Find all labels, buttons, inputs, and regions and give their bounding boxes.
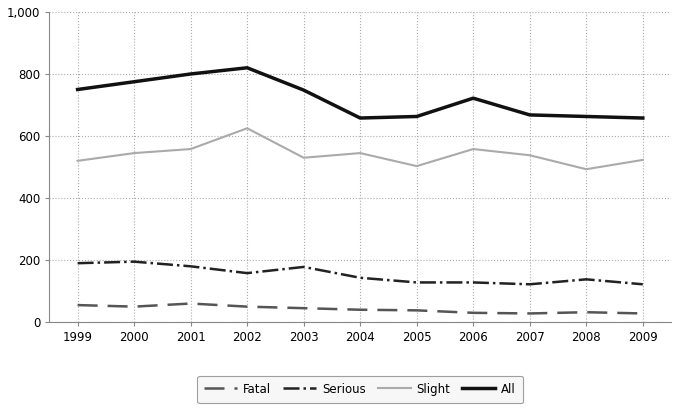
Line: Serious: Serious bbox=[77, 262, 643, 284]
Serious bbox=[582, 277, 591, 282]
Serious bbox=[243, 271, 252, 275]
Serious bbox=[130, 259, 138, 264]
Serious bbox=[639, 282, 647, 287]
All bbox=[525, 112, 534, 117]
Fatal bbox=[413, 308, 421, 313]
Slight bbox=[413, 164, 421, 169]
Serious bbox=[469, 280, 477, 285]
All bbox=[356, 116, 364, 121]
Slight bbox=[243, 126, 252, 131]
All bbox=[469, 96, 477, 101]
Slight bbox=[469, 147, 477, 152]
Fatal bbox=[243, 304, 252, 309]
Serious bbox=[356, 275, 364, 280]
Fatal bbox=[130, 304, 138, 309]
Serious bbox=[300, 264, 308, 269]
Slight bbox=[525, 153, 534, 158]
Serious bbox=[73, 261, 81, 266]
Fatal bbox=[300, 306, 308, 311]
Legend: Fatal, Serious, Slight, All: Fatal, Serious, Slight, All bbox=[197, 376, 523, 403]
All bbox=[639, 116, 647, 121]
All bbox=[186, 71, 195, 76]
Line: All: All bbox=[77, 68, 643, 118]
Slight bbox=[73, 158, 81, 163]
All bbox=[413, 114, 421, 119]
All bbox=[130, 79, 138, 84]
All bbox=[243, 65, 252, 70]
Fatal bbox=[356, 307, 364, 312]
Slight bbox=[639, 157, 647, 162]
Fatal bbox=[73, 303, 81, 308]
Slight bbox=[130, 151, 138, 156]
All bbox=[582, 114, 591, 119]
Fatal bbox=[469, 310, 477, 315]
Fatal bbox=[582, 310, 591, 315]
Slight bbox=[356, 151, 364, 156]
Serious bbox=[413, 280, 421, 285]
All bbox=[300, 88, 308, 93]
Fatal bbox=[639, 311, 647, 316]
Serious bbox=[186, 264, 195, 269]
Fatal bbox=[186, 301, 195, 306]
Serious bbox=[525, 282, 534, 287]
Slight bbox=[300, 155, 308, 160]
All bbox=[73, 87, 81, 92]
Slight bbox=[582, 167, 591, 172]
Fatal bbox=[525, 311, 534, 316]
Line: Fatal: Fatal bbox=[77, 304, 643, 313]
Slight bbox=[186, 147, 195, 152]
Line: Slight: Slight bbox=[77, 128, 643, 169]
